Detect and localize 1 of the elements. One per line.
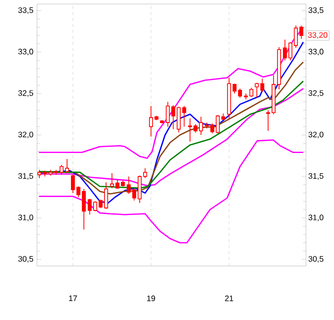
line-series: [38, 139, 304, 244]
